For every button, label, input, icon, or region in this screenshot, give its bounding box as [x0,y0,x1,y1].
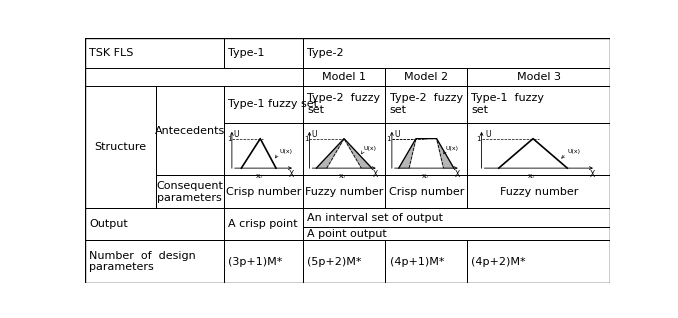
Bar [303,240,385,283]
Bar [224,86,303,123]
Bar [303,208,610,227]
Text: (3p+1)M*: (3p+1)M* [228,257,283,266]
Text: Fuzzy number: Fuzzy number [305,187,383,197]
Bar [303,68,385,86]
Bar [467,86,610,123]
Bar [303,86,385,123]
Bar [224,123,303,175]
Bar [85,208,224,240]
Text: Type-2  fuzzy
set: Type-2 fuzzy set [307,93,380,115]
Bar [467,123,610,175]
Text: (5p+2)M*: (5p+2)M* [307,257,361,266]
Bar [303,175,385,208]
Text: Fuzzy number: Fuzzy number [500,187,578,197]
Text: Model 1: Model 1 [322,72,366,82]
Bar [224,240,303,283]
Bar [156,175,224,208]
Bar [85,38,224,68]
Bar [156,86,224,175]
Bar [303,123,385,175]
Bar [467,175,610,208]
Text: Crisp number: Crisp number [388,187,464,197]
Text: Model 3: Model 3 [517,72,561,82]
Text: Output: Output [89,219,127,229]
Text: Type-1: Type-1 [228,48,264,58]
Text: (4p+2)M*: (4p+2)M* [471,257,526,266]
Bar [303,38,610,68]
Text: Type-1  fuzzy
set: Type-1 fuzzy set [471,93,544,115]
Bar [303,227,610,240]
Text: Antecedents: Antecedents [155,126,225,135]
Bar [385,240,467,283]
Bar [224,208,303,240]
Bar [224,38,303,68]
Bar [385,123,467,175]
Text: Crisp number: Crisp number [226,187,301,197]
Bar [85,86,156,208]
Bar [385,68,467,86]
Text: TSK FLS: TSK FLS [89,48,134,58]
Text: (4p+1)M*: (4p+1)M* [389,257,444,266]
Text: Structure: Structure [94,142,146,152]
Text: Type-1 fuzzy set: Type-1 fuzzy set [228,99,318,109]
Text: A point output: A point output [307,229,386,239]
Text: Number  of  design
parameters: Number of design parameters [89,251,196,273]
Bar [385,86,467,123]
Text: Model 2: Model 2 [404,72,448,82]
Text: An interval set of output: An interval set of output [307,213,443,223]
Text: A crisp point: A crisp point [228,219,298,229]
Bar [385,175,467,208]
Text: Type-2: Type-2 [307,48,344,58]
Text: Type-2  fuzzy
set: Type-2 fuzzy set [389,93,462,115]
Bar [85,240,224,283]
Bar [467,240,610,283]
Bar [467,68,610,86]
Text: Consequent
parameters: Consequent parameters [157,181,223,203]
Bar [224,175,303,208]
